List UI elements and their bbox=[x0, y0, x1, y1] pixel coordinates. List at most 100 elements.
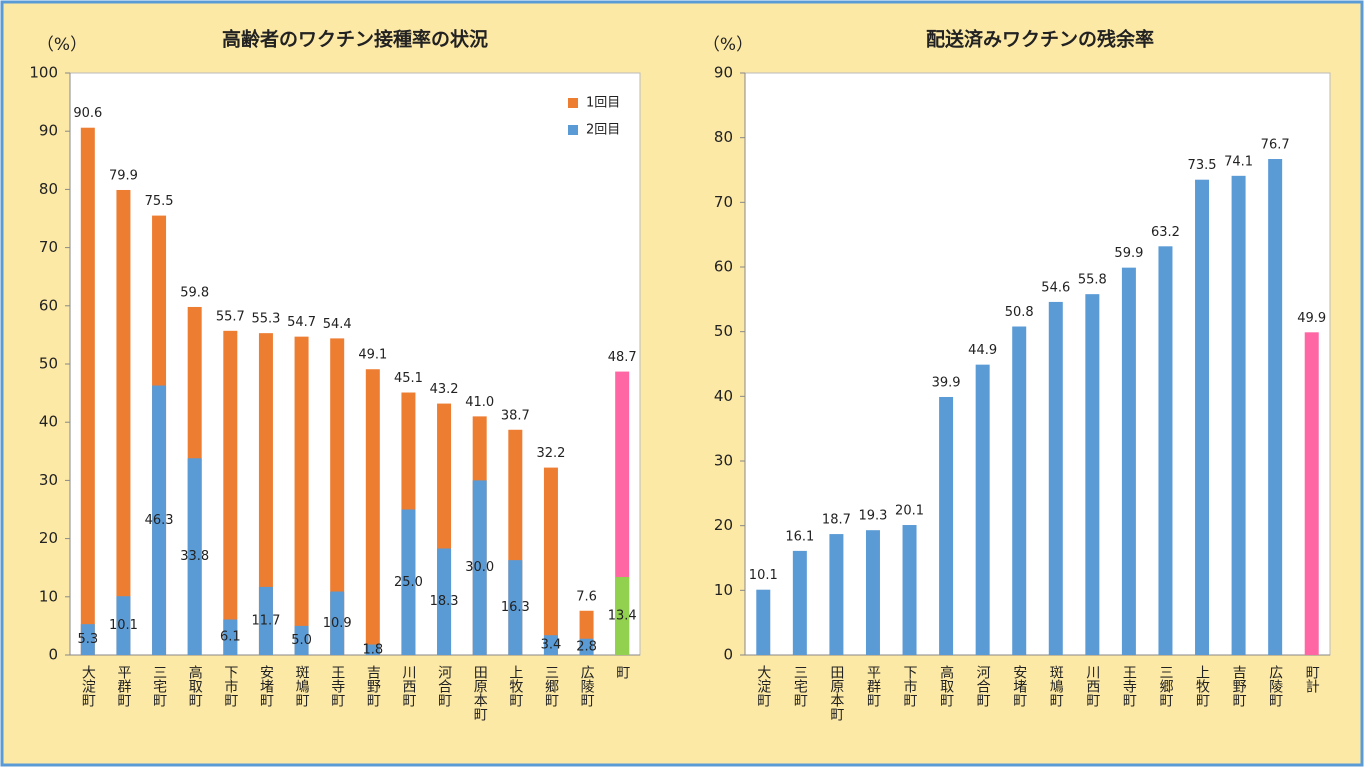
value-label: 13.4 bbox=[608, 609, 637, 624]
value-label: 59.8 bbox=[180, 285, 209, 300]
value-label: 48.7 bbox=[608, 350, 637, 365]
bar bbox=[1158, 246, 1173, 655]
x-tick-label: 三郷町 bbox=[543, 665, 559, 707]
value-label: 5.0 bbox=[291, 633, 312, 648]
value-label: 45.1 bbox=[394, 371, 423, 386]
y-tick-label: 20 bbox=[714, 516, 733, 534]
y-axis-label: （%） bbox=[37, 35, 87, 55]
x-tick-label: 上牧町 bbox=[1194, 665, 1210, 707]
value-label: 10.1 bbox=[749, 568, 778, 583]
value-label: 19.3 bbox=[858, 509, 887, 524]
value-label: 49.1 bbox=[358, 348, 387, 363]
bar bbox=[223, 619, 238, 655]
value-label: 5.3 bbox=[77, 632, 98, 647]
x-tick-label: 広陵町 bbox=[1267, 665, 1283, 707]
x-tick-label: 町 bbox=[614, 665, 630, 679]
value-label: 41.0 bbox=[465, 395, 494, 410]
y-tick-label: 0 bbox=[48, 646, 58, 664]
y-tick-label: 70 bbox=[714, 193, 733, 211]
y-tick-label: 10 bbox=[714, 581, 733, 599]
bar bbox=[865, 530, 880, 655]
bar bbox=[829, 534, 844, 655]
bar bbox=[543, 635, 558, 655]
x-tick-label: 吉野町 bbox=[1231, 665, 1247, 707]
x-tick-label: 広陵町 bbox=[579, 665, 595, 707]
value-label: 54.7 bbox=[287, 315, 316, 330]
bar bbox=[472, 480, 487, 655]
value-label: 11.7 bbox=[251, 613, 280, 628]
bar bbox=[902, 525, 917, 655]
value-label: 63.2 bbox=[1151, 225, 1180, 240]
bar bbox=[1304, 332, 1319, 655]
x-tick-label: 田原本町 bbox=[828, 665, 844, 721]
bar bbox=[223, 330, 238, 655]
y-tick-label: 90 bbox=[39, 122, 58, 140]
value-label: 30.0 bbox=[465, 560, 494, 575]
y-tick-label: 30 bbox=[714, 452, 733, 470]
value-label: 50.8 bbox=[1005, 305, 1034, 320]
bar bbox=[1085, 294, 1100, 655]
y-tick-label: 40 bbox=[39, 413, 58, 431]
x-tick-label: 町計 bbox=[1304, 665, 1320, 693]
value-label: 46.3 bbox=[145, 513, 174, 528]
value-label: 90.6 bbox=[73, 106, 102, 121]
x-tick-label: 斑鳩町 bbox=[1048, 665, 1064, 707]
x-tick-label: 三郷町 bbox=[1157, 665, 1173, 707]
bar bbox=[437, 548, 452, 655]
value-label: 73.5 bbox=[1188, 158, 1217, 173]
x-tick-label: 下市町 bbox=[222, 665, 238, 707]
y-tick-label: 10 bbox=[39, 587, 58, 605]
bar bbox=[258, 333, 273, 655]
bar bbox=[939, 396, 954, 655]
value-label: 2.8 bbox=[576, 639, 597, 654]
bar bbox=[1195, 179, 1210, 655]
value-label: 75.5 bbox=[145, 194, 174, 209]
y-tick-label: 60 bbox=[714, 258, 733, 276]
bar bbox=[508, 560, 523, 655]
x-tick-label: 川西町 bbox=[400, 665, 416, 707]
value-label: 32.2 bbox=[536, 446, 565, 461]
bar bbox=[116, 189, 131, 655]
y-tick-label: 0 bbox=[723, 646, 733, 664]
bar bbox=[1268, 159, 1283, 656]
value-label: 1.8 bbox=[362, 642, 383, 657]
bar bbox=[187, 458, 202, 655]
value-label: 18.3 bbox=[430, 594, 459, 609]
legend-swatch bbox=[568, 98, 578, 108]
chart-title: 高齢者のワクチン接種率の状況 bbox=[222, 28, 488, 51]
value-label: 54.4 bbox=[323, 317, 352, 332]
bar bbox=[80, 624, 95, 655]
x-tick-label: 安堵町 bbox=[1011, 665, 1027, 707]
bar bbox=[152, 385, 167, 655]
legend-label: 2回目 bbox=[586, 123, 620, 138]
value-label: 10.1 bbox=[109, 618, 138, 633]
bar bbox=[330, 338, 345, 655]
x-tick-label: 田原本町 bbox=[472, 665, 488, 721]
y-tick-label: 80 bbox=[39, 180, 58, 198]
bar bbox=[365, 369, 380, 655]
x-tick-label: 王寺町 bbox=[329, 665, 345, 707]
value-label: 20.1 bbox=[895, 504, 924, 519]
x-tick-label: 平群町 bbox=[115, 665, 131, 707]
value-label: 76.7 bbox=[1261, 138, 1290, 153]
value-label: 49.9 bbox=[1297, 311, 1326, 326]
y-tick-label: 80 bbox=[714, 128, 733, 146]
value-label: 7.6 bbox=[576, 589, 597, 604]
value-label: 59.9 bbox=[1114, 246, 1143, 261]
bar bbox=[258, 586, 273, 655]
y-tick-label: 20 bbox=[39, 529, 58, 547]
value-label: 74.1 bbox=[1224, 154, 1253, 169]
bar bbox=[615, 577, 630, 655]
value-label: 55.3 bbox=[251, 312, 280, 327]
value-label: 38.7 bbox=[501, 408, 530, 423]
x-tick-label: 吉野町 bbox=[365, 665, 381, 707]
x-tick-label: 高取町 bbox=[938, 664, 954, 707]
y-tick-label: 100 bbox=[29, 64, 58, 82]
value-label: 18.7 bbox=[822, 513, 851, 528]
value-label: 44.9 bbox=[968, 343, 997, 358]
value-label: 25.0 bbox=[394, 575, 423, 590]
x-tick-label: 上牧町 bbox=[507, 665, 523, 707]
y-tick-label: 90 bbox=[714, 64, 733, 82]
bar bbox=[543, 467, 558, 655]
